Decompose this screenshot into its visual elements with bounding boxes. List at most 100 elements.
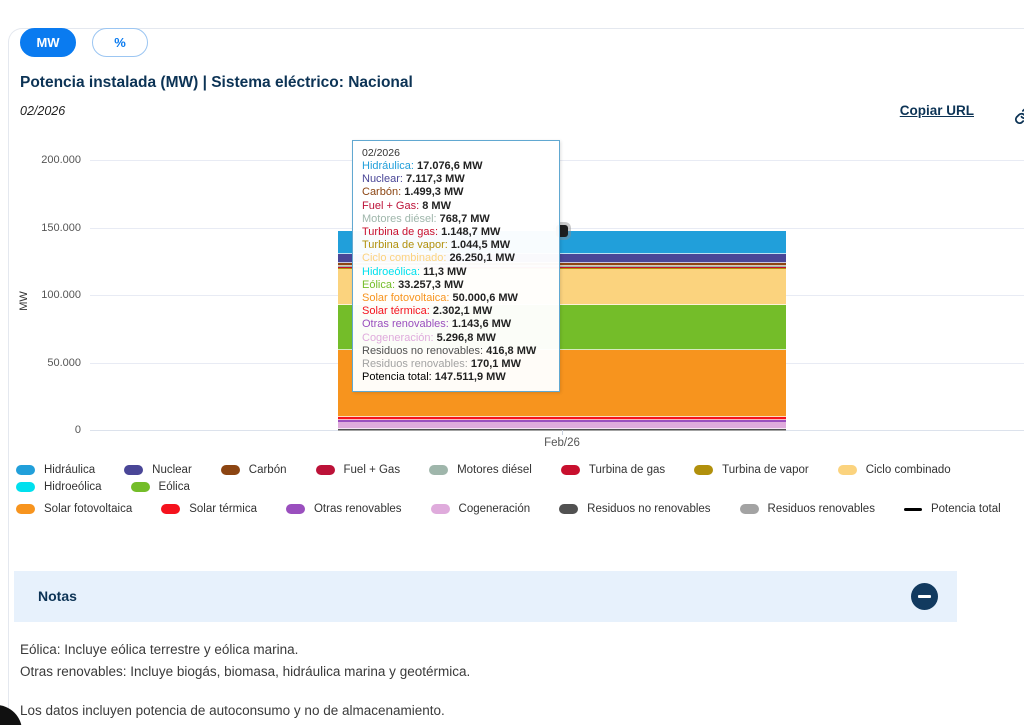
legend-item-residuos-no-renovables[interactable]: Residuos no renovables xyxy=(559,503,711,515)
legend-label: Hidráulica xyxy=(44,464,96,476)
legend-item-nuclear[interactable]: Nuclear xyxy=(124,464,192,476)
x-tick xyxy=(562,430,563,435)
legend-swatch xyxy=(429,465,449,475)
legend-item-cogeneraci-n[interactable]: Cogeneración xyxy=(430,503,531,515)
tooltip-row: Residuos renovables: 170,1 MW xyxy=(362,358,521,371)
bar-segment-motores-di-sel[interactable] xyxy=(338,265,786,267)
tooltip-row: Solar fotovoltaica: 50.000,6 MW xyxy=(362,292,518,305)
copy-url-link[interactable]: Copiar URL xyxy=(899,103,974,118)
legend-item-e-lica[interactable]: Eólica xyxy=(130,481,190,493)
tooltip-row: Otras renovables: 1.143,6 MW xyxy=(362,318,512,331)
notes-title: Notas xyxy=(38,588,77,604)
y-tick-label: 50.000 xyxy=(47,356,81,369)
y-tick-label: 150.000 xyxy=(41,221,81,234)
notes-panel-header: Notas xyxy=(14,571,957,622)
bar-segment-residuos-no-renovables[interactable] xyxy=(338,429,786,430)
legend-label: Turbina de gas xyxy=(588,464,666,476)
page-title: Potencia instalada (MW) | Sistema eléctr… xyxy=(20,74,413,91)
legend-label: Residuos renovables xyxy=(767,503,875,515)
legend-swatch xyxy=(16,504,35,514)
tooltip-row: Motores diésel: 768,7 MW xyxy=(362,212,490,225)
notes-body: Eólica: Incluye eólica terrestre y eólic… xyxy=(20,639,470,725)
tooltip-row: Hidráulica: 17.076,6 MW xyxy=(362,160,483,172)
legend-label: Eólica xyxy=(158,481,190,493)
bar-segment-cogeneraci-n[interactable] xyxy=(338,421,786,430)
tooltip-row: Cogeneración: 5.296,8 MW xyxy=(362,331,496,344)
legend-item-turbina-de-vapor[interactable]: Turbina de vapor xyxy=(694,464,809,476)
legend-swatch xyxy=(315,465,335,475)
legend-swatch xyxy=(837,465,857,475)
legend-item-turbina-de-gas[interactable]: Turbina de gas xyxy=(560,464,666,476)
tooltip-row: Turbina de gas: 1.148,7 MW xyxy=(362,226,501,239)
tooltip-row: Solar térmica: 2.302,1 MW xyxy=(362,305,493,318)
legend-item-solar-fotovoltaica[interactable]: Solar fotovoltaica xyxy=(16,503,132,515)
chart-legend: Hidráulica Nuclear Carbón Fuel + Gas Motores… xyxy=(16,464,1016,515)
y-tick-label: 0 xyxy=(74,424,81,436)
accessibility-widget-button[interactable] xyxy=(0,705,22,725)
bar-segment-turbina-de-gas[interactable] xyxy=(338,266,786,269)
period-label: 02/2026 xyxy=(20,104,66,118)
legend-item-hidroe-lica[interactable]: Hidroeólica xyxy=(16,481,102,493)
legend-label: Carbón xyxy=(248,464,287,476)
tooltip-row: Hidroeólica: 11,3 MW xyxy=(362,265,467,278)
legend-swatch xyxy=(16,465,35,475)
legend-swatch xyxy=(559,504,579,514)
legend-swatch xyxy=(430,504,450,514)
tooltip-header: 02/2026 xyxy=(362,147,400,159)
legend-label: Residuos no renovables xyxy=(587,503,711,515)
legend-swatch xyxy=(16,482,35,492)
legend-swatch xyxy=(739,504,759,514)
legend-label: Fuel + Gas xyxy=(343,464,401,476)
legend-item-otras-renovables[interactable]: Otras renovables xyxy=(285,503,402,515)
legend-label: Hidroeólica xyxy=(44,481,102,493)
notes-collapse-button[interactable] xyxy=(911,583,938,610)
note-paragraph: Eólica: Incluye eólica terrestre y eólic… xyxy=(20,642,471,679)
legend-swatch xyxy=(903,507,922,511)
legend-swatch xyxy=(694,465,714,475)
tooltip-row: Turbina de vapor: 1.044,5 MW xyxy=(362,239,511,252)
legend-item-fuel-gas[interactable]: Fuel + Gas xyxy=(315,464,401,476)
stacked-bar-chart: MW 0 50.000 100.000 150.000 200.000 Feb/26 0… xyxy=(0,140,1024,455)
legend-item-hidr-ulica[interactable]: Hidráulica xyxy=(16,464,95,476)
tooltip-row: Nuclear: 7.117,3 MW xyxy=(362,173,465,186)
legend-label: Potencia total xyxy=(930,503,1001,515)
bar-segment-otras-renovables[interactable] xyxy=(338,420,786,422)
legend-item-solar-t-rmica[interactable]: Solar térmica xyxy=(161,503,257,515)
note-paragraph: Los datos incluyen potencia de autoconsu… xyxy=(20,703,445,718)
legend-swatch xyxy=(130,482,150,492)
legend-swatch xyxy=(285,504,305,514)
legend-label: Ciclo combinado xyxy=(865,464,951,476)
legend-label: Motores diésel xyxy=(457,464,532,476)
x-tick-label: Feb/26 xyxy=(544,437,580,449)
chart-tooltip: 02/2026 Hidráulica: 17.076,6 MW Nuclear: … xyxy=(352,140,560,393)
unit-toggle: MW % xyxy=(20,28,148,57)
tooltip-row: Residuos no renovables: 416,8 MW xyxy=(362,344,537,357)
legend-swatch xyxy=(124,465,144,475)
legend-swatch xyxy=(220,465,240,475)
percent-toggle-button[interactable]: % xyxy=(92,28,148,57)
bar-segment-carb-n[interactable] xyxy=(338,263,786,266)
tooltip-row: Carbón: 1.499,3 MW xyxy=(362,186,464,199)
legend-item-potencia-total[interactable]: Potencia total xyxy=(903,503,1001,515)
y-tick-label: 200.000 xyxy=(41,154,81,166)
tooltip-row: Fuel + Gas: 8 MW xyxy=(362,199,451,212)
legend-label: Solar térmica xyxy=(189,503,257,515)
legend-item-motores-di-sel[interactable]: Motores diésel xyxy=(429,464,532,476)
bar-segment-solar-t-rmica[interactable] xyxy=(338,417,786,421)
y-gridline xyxy=(90,430,1024,431)
legend-label: Cogeneración xyxy=(458,503,531,515)
mw-toggle-button[interactable]: MW xyxy=(20,28,76,57)
tooltip-row: Ciclo combinado: 26.250,1 MW xyxy=(362,252,515,265)
bar-segment-turbina-de-vapor[interactable] xyxy=(338,268,786,270)
bar-segment-nuclear[interactable] xyxy=(338,253,786,264)
legend-swatch xyxy=(161,504,181,514)
legend-swatch xyxy=(560,465,580,475)
tooltip-row: Eólica: 33.257,3 MW xyxy=(362,278,464,291)
legend-item-carb-n[interactable]: Carbón xyxy=(220,464,287,476)
link-icon[interactable] xyxy=(1014,107,1024,130)
y-tick-label: 100.000 xyxy=(41,289,81,301)
legend-item-ciclo-combinado[interactable]: Ciclo combinado xyxy=(837,464,951,476)
legend-label: Nuclear xyxy=(152,464,192,476)
legend-label: Solar fotovoltaica xyxy=(44,503,133,515)
legend-item-residuos-renovables[interactable]: Residuos renovables xyxy=(739,503,875,515)
